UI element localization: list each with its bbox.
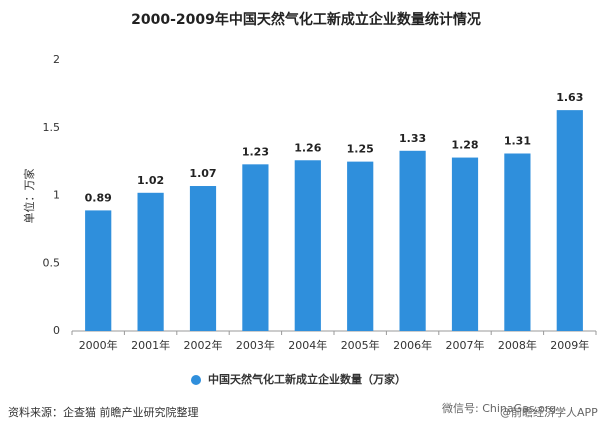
bar [189, 186, 217, 331]
x-tick-label: 2006年 [393, 338, 432, 352]
legend-label: 中国天然气化工新成立企业数量（万家） [208, 372, 406, 386]
value-label: 1.33 [399, 132, 426, 145]
x-tick-label: 2007年 [446, 338, 485, 352]
value-label: 1.07 [189, 167, 216, 180]
bar [294, 160, 321, 331]
y-axis-label: 单位：万家 [22, 169, 36, 224]
value-label: 1.28 [451, 139, 478, 152]
chart-title: 2000-2009年中国天然气化工新成立企业数量统计情况 [131, 11, 481, 28]
bar [347, 161, 374, 331]
source: 资料来源：企查猫 前瞻产业研究院整理 [8, 405, 199, 419]
value-label: 1.02 [137, 174, 164, 187]
value-label: 1.63 [556, 91, 583, 104]
value-label: 0.89 [85, 191, 112, 204]
bar [504, 153, 531, 331]
value-label: 1.31 [504, 134, 531, 147]
x-tick-label: 2008年 [498, 338, 537, 352]
bar [399, 150, 426, 331]
y-tick-label: 1 [53, 189, 60, 202]
y-tick-label: 1.5 [43, 121, 61, 134]
bar [451, 157, 479, 331]
x-tick-label: 2005年 [341, 338, 380, 352]
value-label: 1.26 [294, 141, 321, 154]
value-label: 1.25 [347, 143, 374, 156]
watermark: 微信号: ChinaGas.org [442, 401, 556, 415]
x-tick-label: 2003年 [236, 338, 275, 352]
y-tick-label: 0 [53, 324, 60, 337]
y-tick-label: 0.5 [43, 256, 61, 269]
x-tick-label: 2001年 [131, 338, 170, 352]
x-tick-label: 2000年 [79, 338, 118, 352]
legend-marker [191, 375, 201, 385]
x-tick-label: 2004年 [288, 338, 327, 352]
bar [556, 110, 583, 331]
x-tick-label: 2009年 [550, 338, 589, 352]
watermark: @前瞻经济学人APP [500, 405, 598, 419]
bar [137, 192, 164, 331]
bar [85, 210, 112, 331]
y-tick-label: 2 [53, 53, 60, 66]
value-label: 1.23 [242, 145, 269, 158]
bar [242, 164, 269, 331]
x-tick-label: 2002年 [184, 338, 223, 352]
